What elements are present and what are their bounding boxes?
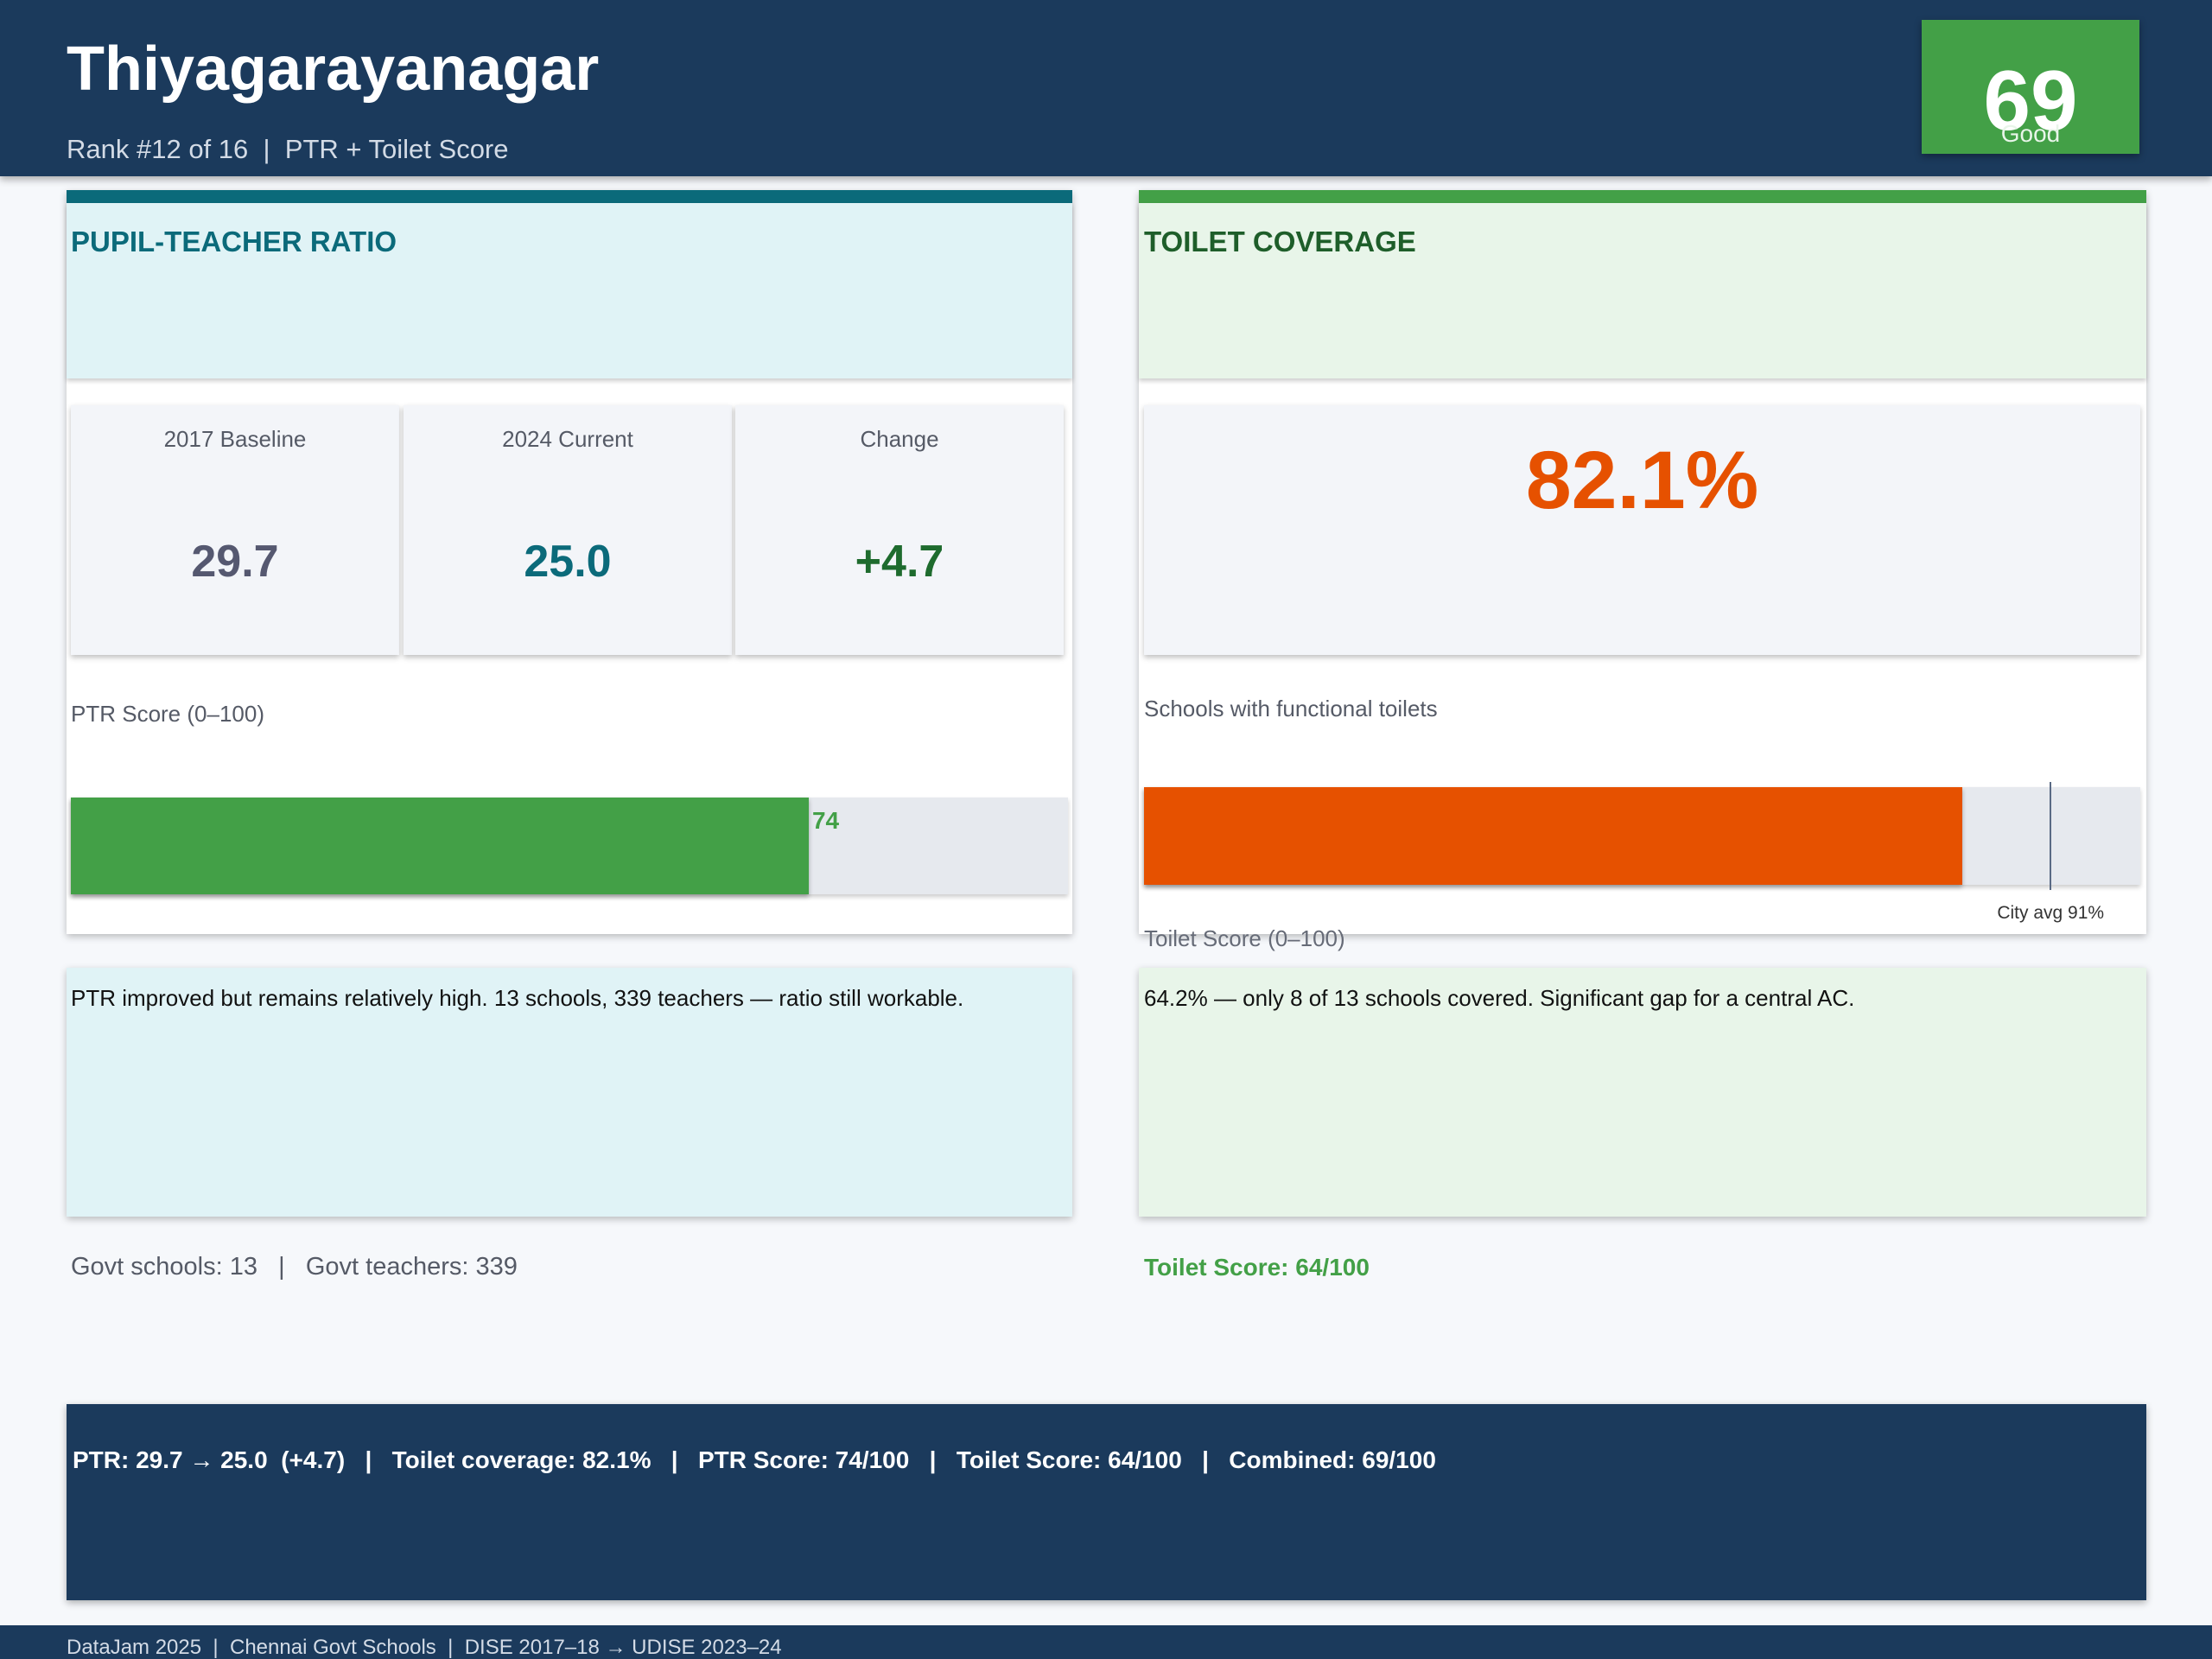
title: Thiyagarayanagar	[67, 35, 600, 104]
stat-label: 2024 Current	[502, 426, 633, 452]
score-label: Good	[2000, 120, 2061, 147]
stat-box: 2017 Baseline 29.7	[71, 405, 399, 655]
summary: PTR: 29.7 → 25.0 (+4.7) | Toilet coverag…	[73, 1446, 1436, 1473]
note: 64.2% — only 8 of 13 schools covered. Si…	[1144, 985, 1855, 1011]
score-title: PTR Score (0–100)	[71, 701, 264, 727]
stat-label: 2017 Baseline	[163, 426, 307, 452]
bar-track: 74	[71, 798, 1068, 894]
note-box	[67, 968, 1072, 1217]
panel-header	[67, 203, 1072, 378]
accent-bar	[67, 190, 1072, 203]
coverage-box: 82.1%	[1144, 405, 2140, 655]
bar-value-label: 74	[811, 807, 840, 834]
stat-value: 25.0	[524, 537, 612, 587]
subtitle: Rank #12 of 16 | PTR + Toilet Score	[67, 134, 509, 164]
stat-box: Change +4.7	[735, 405, 1064, 655]
stat-value: 29.7	[191, 537, 279, 587]
panel-heading: PUPIL-TEACHER RATIO	[71, 226, 397, 257]
panel-header	[1139, 203, 2146, 378]
city-avg-line	[2050, 782, 2052, 890]
stat-label: Change	[860, 426, 939, 452]
ptr-score-bar	[71, 798, 809, 894]
header	[0, 0, 2212, 176]
toilet-footer: Toilet Score: 64/100	[1144, 1254, 1370, 1281]
stat-value: +4.7	[855, 537, 944, 587]
accent-bar	[1139, 190, 2146, 203]
summary-bar: PTR: 29.7 → 25.0 (+4.7) | Toilet coverag…	[67, 1404, 2146, 1600]
score-title: Toilet Score (0–100)	[1144, 925, 1345, 951]
note-box	[1139, 968, 2146, 1217]
note: PTR improved but remains relatively high…	[71, 985, 964, 1011]
bar-track: City avg 91%	[1144, 782, 2140, 922]
footer: DataJam 2025 | Chennai Govt Schools | DI…	[67, 1636, 782, 1659]
footer-bar: DataJam 2025 | Chennai Govt Schools | DI…	[0, 1625, 2212, 1659]
caption: Schools with functional toilets	[1144, 696, 1438, 721]
panel-heading: TOILET COVERAGE	[1144, 226, 1416, 257]
score-badge: 69 Good	[1922, 20, 2139, 154]
coverage-bar	[1144, 787, 1962, 885]
ptr-footer: Govt schools: 13 | Govt teachers: 339	[71, 1253, 518, 1281]
score-value: 69	[1983, 53, 2078, 148]
coverage-value: 82.1%	[1525, 435, 1759, 526]
stat-box: 2024 Current 25.0	[404, 405, 732, 655]
city-avg-label: City avg 91%	[1997, 903, 2105, 923]
